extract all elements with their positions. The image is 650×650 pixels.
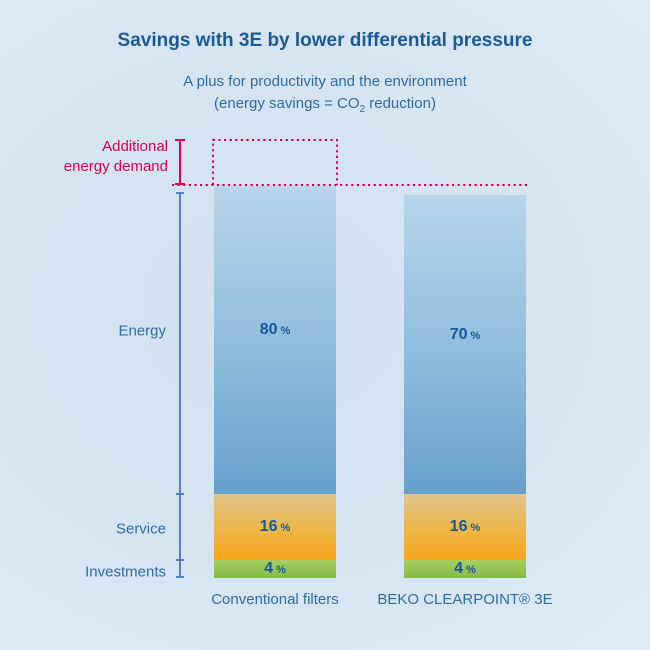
percent-sign: % <box>470 522 481 534</box>
segment-energy-clearpoint: 70% <box>404 195 526 494</box>
segment-energy-conventional: 80% <box>214 186 336 494</box>
bar-label-beko-clearpoint-3e: BEKO CLEARPOINT® 3E <box>377 591 553 608</box>
additional-energy-demand-label: Additional energy demand <box>64 137 168 177</box>
chart-subtitle-line2: (energy savings = CO2 reduction) <box>0 95 650 115</box>
additional-demand-bracket-icon <box>175 139 185 185</box>
value-service-conventional: 16% <box>259 518 291 535</box>
percent-sign: % <box>466 564 476 576</box>
subtitle-co2-suffix: reduction) <box>365 95 436 112</box>
bar-conventional-filters: 80% 16% 4% <box>214 186 336 578</box>
bar-beko-clearpoint-3e: 70% 16% 4% <box>404 195 526 578</box>
subtitle-co2-subscript: 2 <box>359 104 366 115</box>
subtitle-co2-prefix: (energy savings = CO <box>214 95 360 112</box>
value-investments-conventional: 4% <box>264 560 286 577</box>
percent-sign: % <box>280 522 291 534</box>
chart-subtitle-line1: A plus for productivity and the environm… <box>183 73 467 90</box>
value-service-clearpoint: 16% <box>449 518 481 535</box>
segment-service-clearpoint: 16% <box>404 494 526 560</box>
segment-investments-clearpoint: 4% <box>404 560 526 578</box>
value-energy-clearpoint: 70% <box>449 325 481 343</box>
value-investments-clearpoint: 4% <box>454 560 476 577</box>
axis-bracket-icon <box>176 192 184 578</box>
additional-energy-demand-line2: energy demand <box>63 158 168 175</box>
axis-label-energy: Energy <box>118 322 166 340</box>
percent-sign: % <box>470 329 481 342</box>
bar-label-conventional-filters: Conventional filters <box>211 591 339 608</box>
percent-sign: % <box>276 564 286 576</box>
value-energy-conventional: 80% <box>259 321 291 338</box>
percent-sign: % <box>280 325 291 337</box>
axis-label-investments: Investments <box>85 563 166 581</box>
additional-energy-demand-line1: Additional <box>102 138 168 155</box>
chart-title: Savings with 3E by lower differential pr… <box>117 30 533 51</box>
axis-label-service: Service <box>115 520 166 538</box>
additional-demand-dotted-box <box>212 139 338 185</box>
segment-service-conventional: 16% <box>214 494 336 560</box>
segment-investments-conventional: 4% <box>214 560 336 578</box>
